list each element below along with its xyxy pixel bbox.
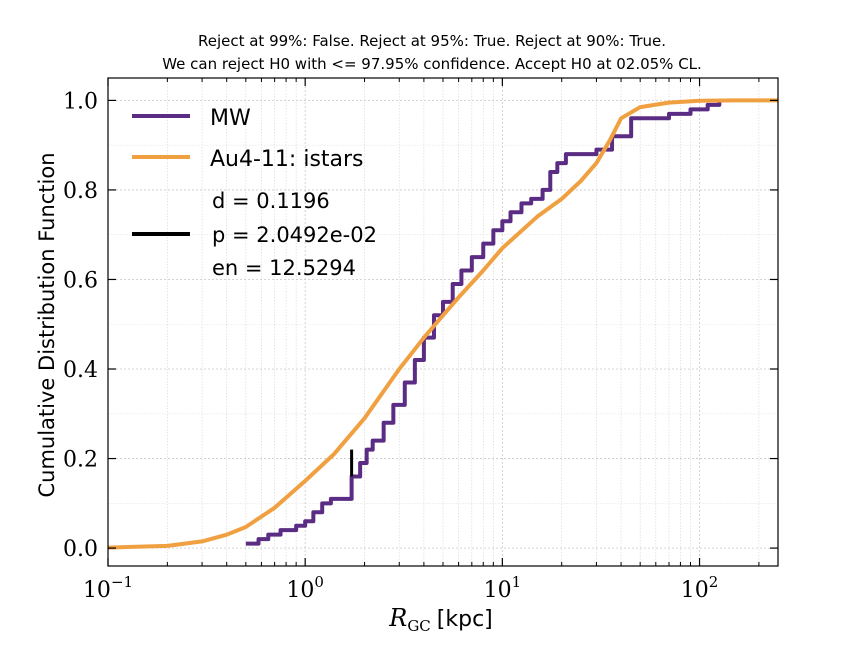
- series-layer: [107, 98, 778, 550]
- y-tick-label: 1.0: [63, 89, 98, 114]
- legend-stat-d: d = 0.1196: [212, 189, 330, 213]
- x-axis-label: RGC [kpc]: [388, 604, 493, 635]
- x-tick-label: 10−1: [83, 573, 133, 603]
- legend-label-mw: MW: [210, 106, 251, 131]
- legend: MW Au4-11: istars d = 0.1196 p = 2.0492e…: [132, 106, 377, 280]
- series-line-mw: [245, 100, 722, 546]
- y-tick-label: 0.4: [63, 358, 98, 383]
- legend-stat-p: p = 2.0492e-02: [212, 223, 377, 247]
- y-tick-label: 0.6: [63, 268, 98, 293]
- y-tick-label: 0.8: [63, 179, 98, 204]
- y-tick-label: 0.2: [63, 448, 98, 473]
- x-tick-label: 101: [484, 573, 522, 603]
- axis-ticks: 10−1 100 101 102 0.0 0.2 0.4 0.6 0.8 1.0: [63, 78, 778, 603]
- chart-title-line-1: Reject at 99%: False. Reject at 95%: Tru…: [197, 32, 667, 50]
- legend-stat-en: en = 12.5294: [212, 256, 356, 280]
- grid: [107, 78, 778, 566]
- x-tick-label: 102: [681, 573, 719, 603]
- chart-title-line-2: We can reject H0 with <= 97.95% confiden…: [162, 55, 702, 73]
- y-axis-label: Cumulative Distribution Function: [35, 152, 59, 497]
- y-tick-label: 0.0: [63, 537, 98, 562]
- series-line-au4-11: [107, 98, 778, 550]
- legend-label-au4-11: Au4-11: istars: [210, 147, 364, 172]
- x-tick-label: 100: [286, 573, 324, 603]
